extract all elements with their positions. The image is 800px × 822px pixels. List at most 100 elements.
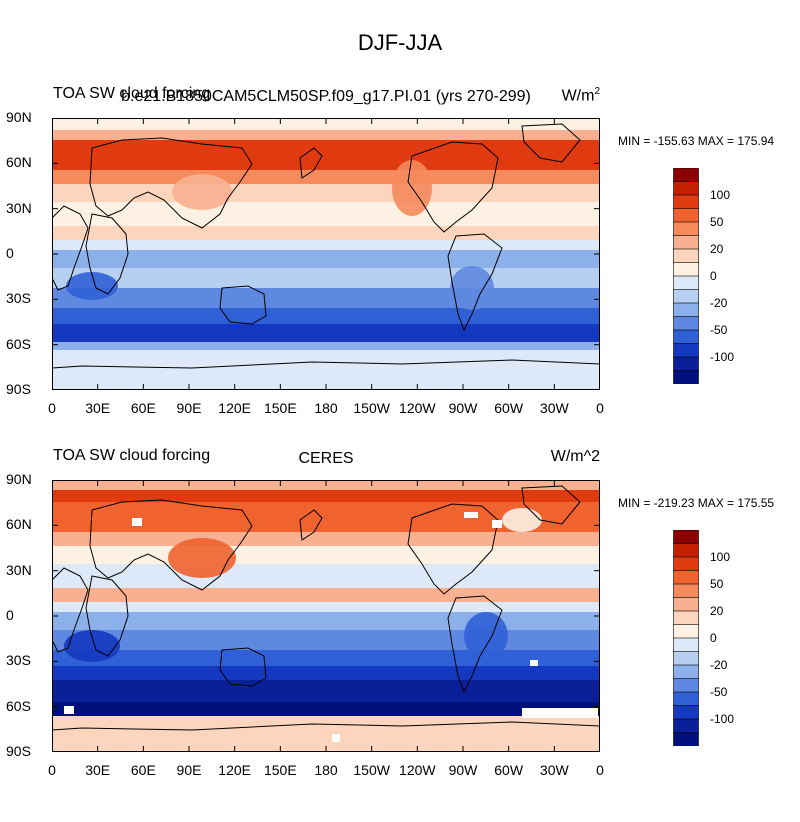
units-superscript: 2 — [594, 86, 600, 97]
colorbar-swatch — [673, 289, 699, 304]
contour-band — [52, 588, 600, 602]
longitude-tick-label: 30E — [85, 400, 111, 416]
longitude-tick-label: 90E — [176, 762, 202, 778]
contour-region — [172, 174, 232, 210]
latitude-tick-label: 90N — [6, 471, 32, 487]
longitude-tick-label: 150W — [353, 400, 390, 416]
panel-case-title: CERES — [298, 450, 354, 467]
coastline — [219, 647, 267, 687]
panel-variable-title: TOA SW cloud forcing — [53, 447, 211, 464]
longitude-tick-label: 120W — [399, 400, 436, 416]
coastline — [521, 123, 581, 163]
missing-data — [492, 520, 502, 528]
cloud-forcing-map — [52, 480, 600, 752]
colorbar-swatch — [673, 556, 699, 572]
colorbar-swatch — [673, 343, 699, 358]
latitude-tick-label: 90S — [6, 381, 31, 397]
colorbar-label: 50 — [710, 577, 724, 591]
coastline — [407, 503, 499, 595]
contour-band — [52, 202, 600, 226]
latitude-tick-label: 60S — [6, 697, 31, 714]
coastline — [299, 147, 323, 179]
colorbar-label: -50 — [710, 685, 728, 699]
colorbar-swatch — [673, 570, 699, 585]
contour-band — [52, 702, 600, 716]
longitude-tick-label: 150W — [353, 762, 390, 778]
colorbar-swatch — [673, 208, 699, 223]
colorbar-label: 100 — [710, 188, 731, 202]
contour-band — [52, 546, 600, 564]
colorbar-swatch — [673, 543, 699, 558]
contour-band — [52, 308, 600, 324]
coastline — [52, 721, 600, 752]
latitude-tick-label: 30S — [6, 652, 31, 669]
coastline — [52, 359, 600, 390]
latitude-tick-label: 60S — [6, 335, 31, 352]
coastline — [219, 285, 267, 325]
longitude-tick-label: 60E — [130, 762, 156, 778]
coastline — [447, 233, 503, 332]
coastline — [407, 141, 499, 233]
colorbar-label: -100 — [710, 712, 735, 726]
panel-units: W/m^2 — [550, 448, 600, 465]
colorbar — [673, 168, 699, 384]
contour-band — [52, 226, 600, 240]
contour-band — [52, 184, 600, 202]
coastline — [89, 499, 253, 591]
colorbar-label: 20 — [710, 604, 724, 618]
min-max-label: MIN = -219.23 MAX = 175.55 — [618, 496, 775, 510]
longitude-tick-label: 0 — [48, 400, 56, 416]
units-text: W/m — [561, 87, 595, 105]
latitude-tick-label: 30N — [6, 561, 32, 578]
coastline — [85, 575, 129, 657]
missing-data — [522, 708, 598, 718]
figure-title: DJF-JJA — [357, 30, 443, 55]
contour-band — [52, 324, 600, 342]
contour-band — [52, 490, 600, 502]
colorbar-swatch — [673, 356, 699, 372]
contour-band — [52, 680, 600, 702]
coastline — [447, 595, 503, 694]
longitude-tick-label: 120W — [399, 762, 436, 778]
contour-band — [52, 268, 600, 288]
colorbar-label: 100 — [710, 550, 731, 564]
colorbar-swatch — [673, 610, 699, 626]
contour-band — [52, 612, 600, 630]
contour-band — [52, 350, 600, 390]
longitude-tick-label: 90W — [448, 762, 478, 778]
coastline — [299, 509, 323, 541]
coastline — [89, 137, 253, 229]
longitude-tick-label: 0 — [596, 762, 604, 778]
panel-variable-title: TOA SW cloud forcing — [53, 85, 211, 102]
longitude-tick-label: 90E — [176, 400, 202, 416]
colorbar-swatch — [673, 732, 699, 746]
colorbar-swatch — [673, 221, 699, 237]
longitude-tick-label: 180 — [314, 762, 338, 778]
contour-band — [52, 140, 600, 170]
longitude-tick-label: 150E — [263, 762, 297, 778]
longitude-tick-label: 60W — [494, 400, 524, 416]
panel-units: W/m2 — [562, 86, 600, 105]
colorbar-label: 20 — [710, 242, 724, 256]
longitude-tick-label: 60E — [130, 400, 156, 416]
longitude-tick-label: 30W — [539, 400, 569, 416]
min-max-label: MIN = -155.63 MAX = 175.94 — [618, 134, 775, 148]
contour-region — [450, 266, 494, 310]
contour-region — [502, 508, 542, 532]
latitude-tick-label: 0 — [6, 607, 14, 623]
longitude-tick-label: 90W — [448, 400, 478, 416]
colorbar-swatch — [673, 637, 699, 653]
contour-band — [52, 170, 600, 184]
missing-data — [464, 512, 478, 518]
colorbar-swatch — [673, 664, 699, 680]
contour-region — [168, 538, 236, 578]
latitude-tick-label: 30S — [6, 290, 31, 307]
latitude-tick-label: 60N — [6, 154, 32, 171]
contour-band — [52, 630, 600, 650]
colorbar-swatch — [673, 705, 699, 720]
longitude-tick-label: 150E — [263, 400, 297, 416]
contour-band — [52, 250, 600, 268]
contour-band — [52, 288, 600, 308]
contour-band — [52, 602, 600, 612]
colorbar-label: -20 — [710, 658, 728, 672]
